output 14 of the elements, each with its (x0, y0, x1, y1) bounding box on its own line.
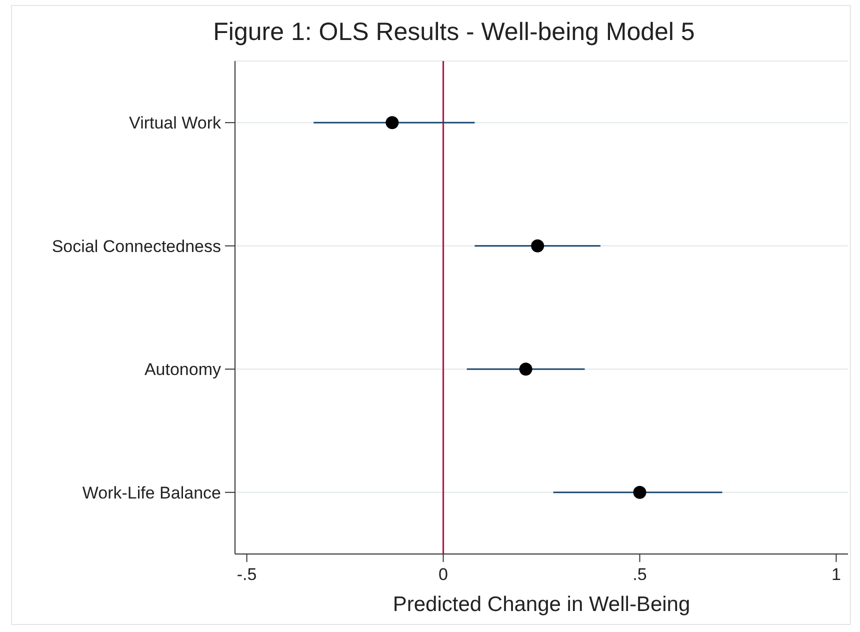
point (531, 239, 544, 252)
y-tick-label: Work-Life Balance (82, 483, 221, 502)
point (519, 362, 532, 376)
x-tick-label: .5 (632, 565, 647, 584)
point (633, 486, 646, 499)
y-tick-label: Virtual Work (129, 114, 222, 133)
point (386, 116, 399, 130)
x-tick-label: 0 (438, 565, 448, 584)
x-tick-label: -.5 (236, 565, 257, 584)
x-axis-title: Predicted Change in Well-Being (392, 593, 690, 616)
x-tick-label: 1 (831, 565, 841, 584)
y-tick-label: Autonomy (144, 360, 222, 380)
chart-title: Figure 1: OLS Results - Well-being Model 5 (212, 17, 696, 47)
y-tick-label: Social Connectedness (52, 236, 221, 256)
